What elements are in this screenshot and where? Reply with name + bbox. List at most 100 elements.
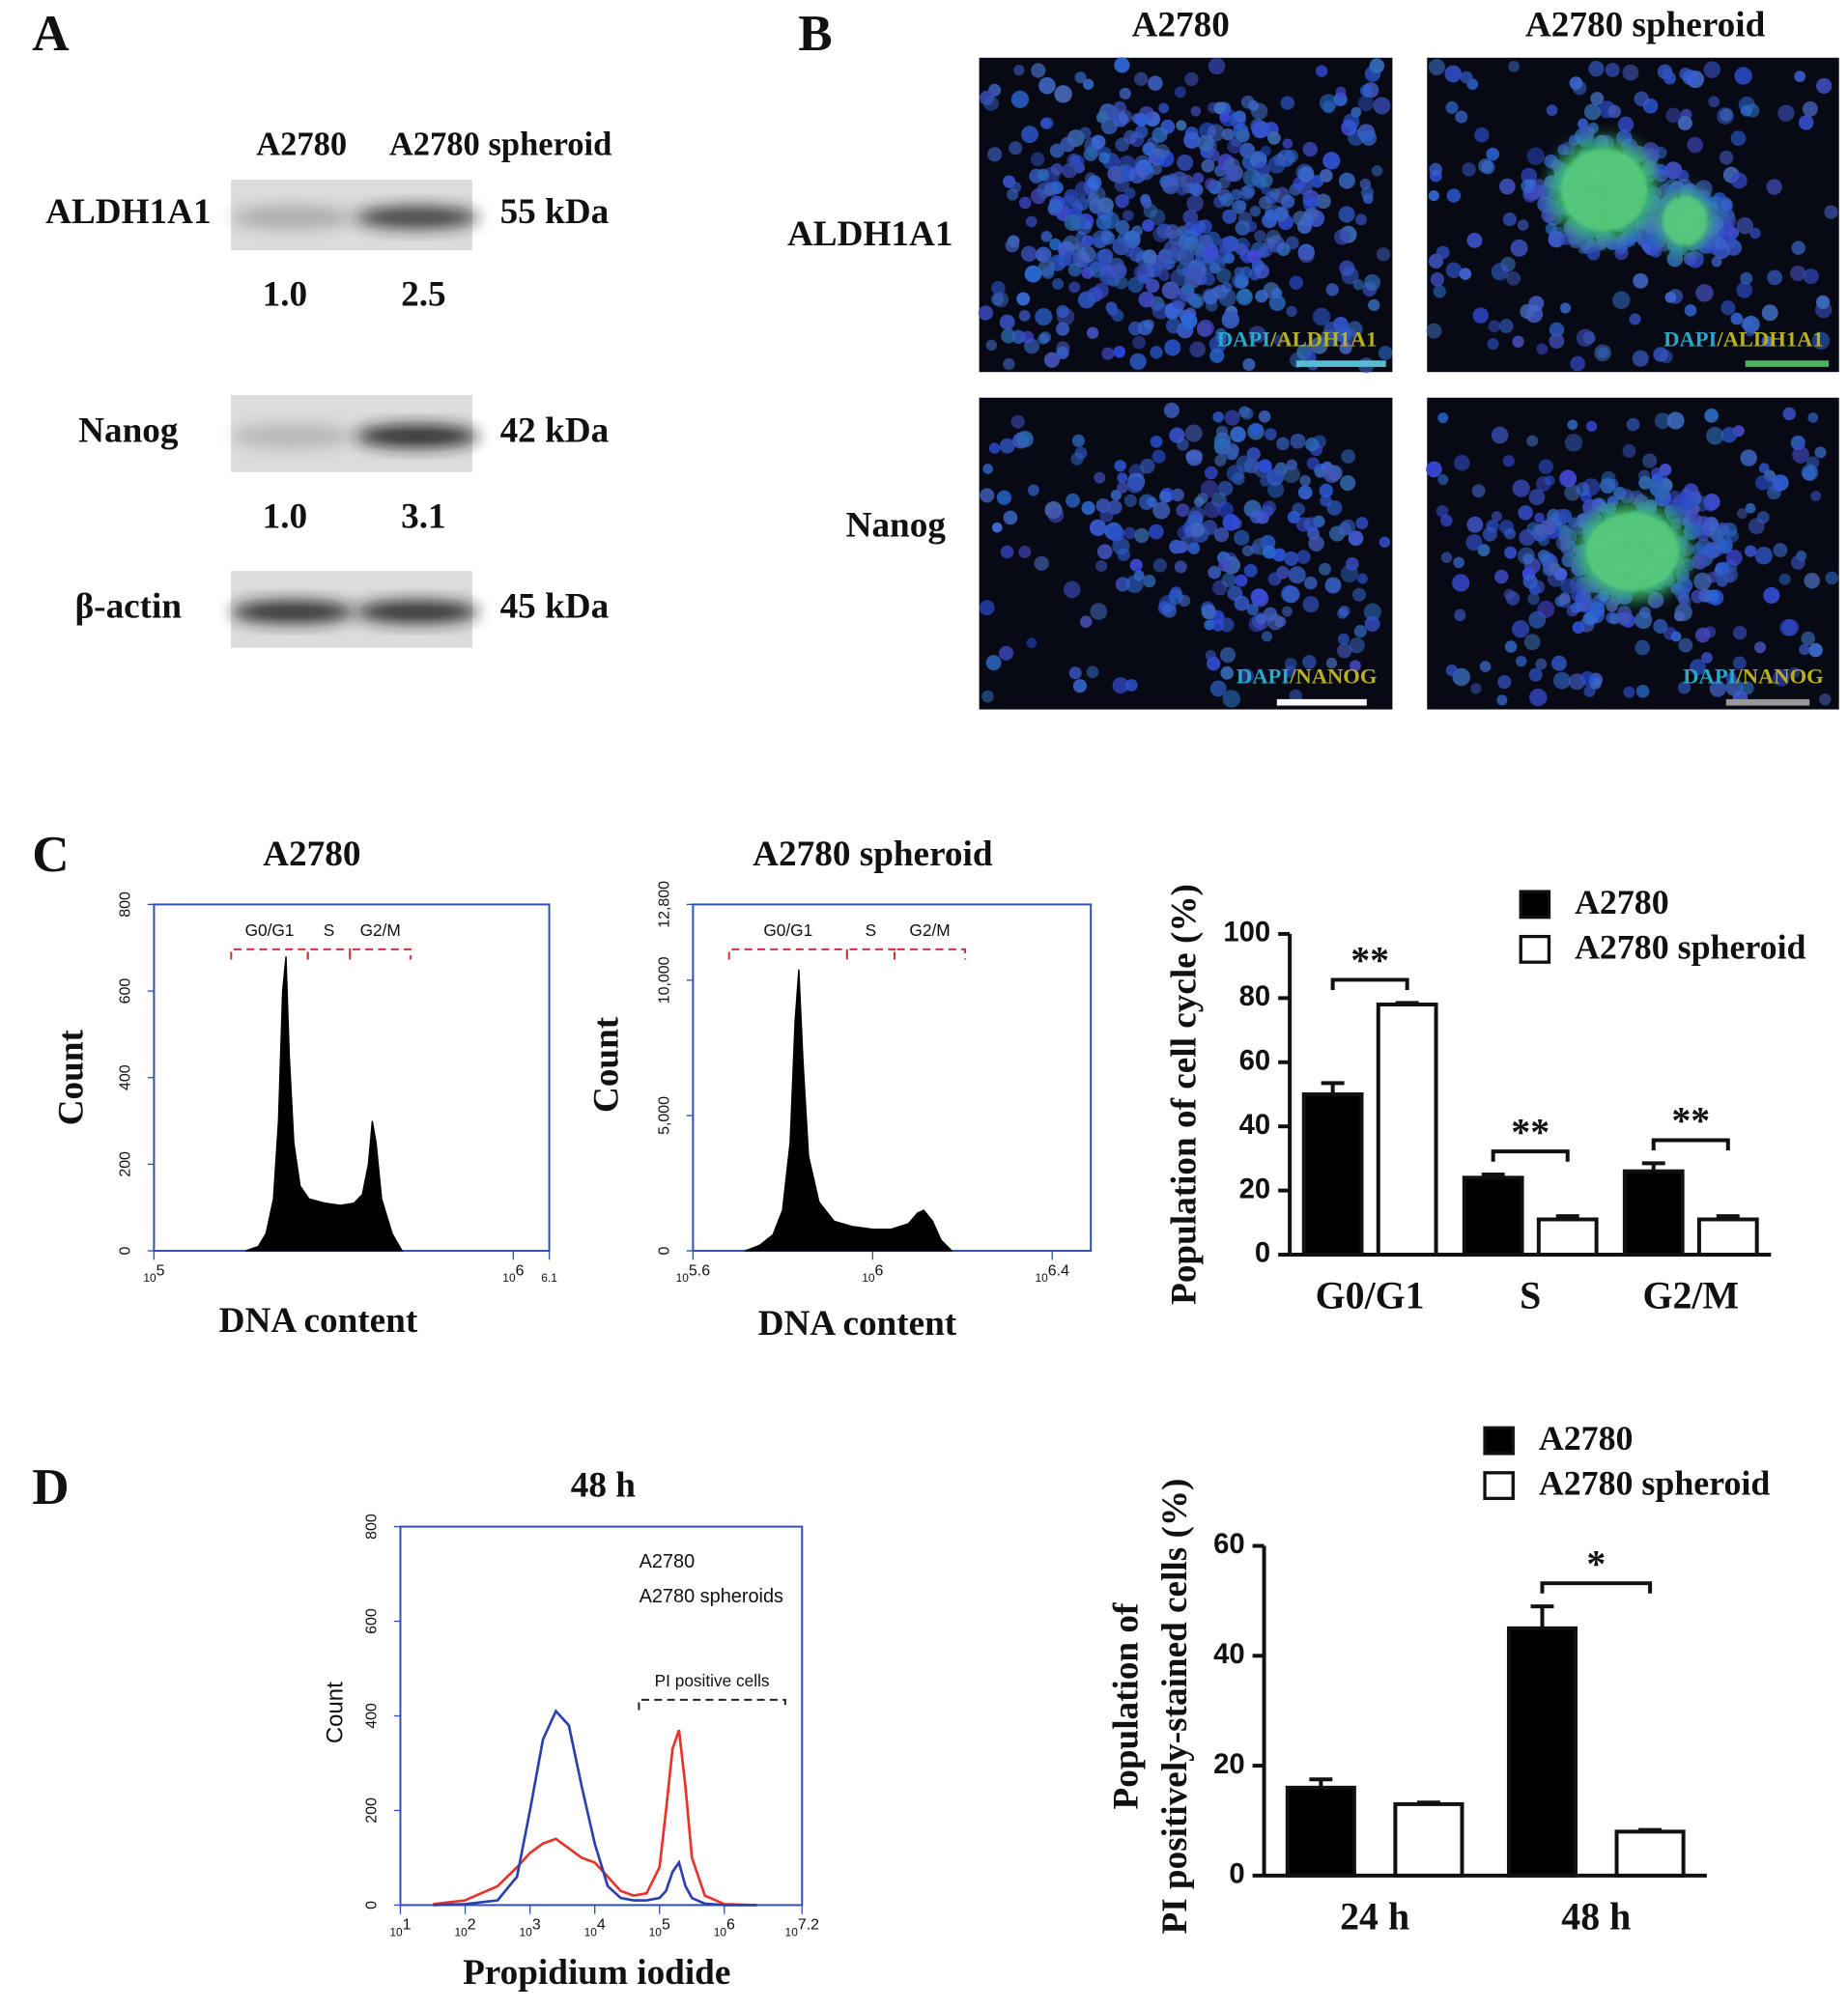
gate-label: S xyxy=(324,920,335,940)
cell xyxy=(1736,281,1753,298)
cell xyxy=(1208,57,1226,75)
cell xyxy=(1267,131,1281,145)
cell xyxy=(1201,604,1216,620)
cell xyxy=(1440,514,1453,527)
cell xyxy=(1174,86,1186,99)
cell xyxy=(1234,595,1250,611)
cell xyxy=(1178,594,1191,608)
cell xyxy=(1068,666,1082,680)
cell xyxy=(1493,569,1509,584)
cell xyxy=(1529,688,1548,707)
cell xyxy=(1521,179,1535,193)
cell xyxy=(1736,216,1753,235)
cell xyxy=(1491,263,1509,281)
cell xyxy=(1437,474,1449,486)
cell xyxy=(1222,514,1240,531)
cell xyxy=(1114,275,1128,290)
cell xyxy=(1322,152,1341,170)
cell xyxy=(1177,439,1189,451)
cell xyxy=(1212,410,1224,423)
cell xyxy=(1165,318,1182,334)
cell xyxy=(1815,295,1831,309)
cell xyxy=(1819,693,1832,706)
cell xyxy=(1209,680,1227,697)
cell xyxy=(1536,343,1549,355)
cell xyxy=(1143,575,1156,588)
cell xyxy=(1350,660,1361,672)
cell xyxy=(1192,172,1205,184)
cell xyxy=(1337,608,1349,619)
cell xyxy=(1299,474,1311,487)
y-tick-label: 400 xyxy=(117,1064,133,1090)
cell xyxy=(1325,283,1339,297)
cell xyxy=(999,314,1015,330)
histogram-area xyxy=(745,969,953,1252)
cell xyxy=(1163,240,1181,259)
cell xyxy=(1152,501,1171,520)
significance-label: ** xyxy=(1350,939,1389,982)
cell xyxy=(1282,138,1294,149)
cell xyxy=(1097,248,1114,265)
cell xyxy=(1478,158,1493,174)
cell xyxy=(1732,625,1748,640)
cell xyxy=(1003,510,1018,525)
cell xyxy=(1174,560,1187,574)
scale-bar xyxy=(1295,360,1386,367)
y-axis-label: Population of cell cycle (%) xyxy=(1164,884,1204,1305)
bar xyxy=(1376,1003,1438,1257)
cell xyxy=(1222,209,1237,224)
cell xyxy=(1717,561,1731,576)
cell xyxy=(999,438,1015,454)
micrograph: DAPI/NANOG xyxy=(1426,397,1839,710)
cell xyxy=(1185,449,1203,467)
cell xyxy=(1761,304,1778,322)
cell xyxy=(1569,576,1585,592)
cell xyxy=(1242,168,1261,187)
cell xyxy=(1114,460,1126,472)
cell xyxy=(1184,424,1203,442)
y-tick-label: 10,000 xyxy=(656,956,672,1004)
plot-frame xyxy=(153,903,551,1253)
cell xyxy=(1498,178,1516,195)
cell xyxy=(980,488,995,503)
cell xyxy=(1790,265,1806,282)
cell xyxy=(1745,545,1757,557)
cell xyxy=(1571,587,1585,603)
protein-label: ALDH1A1 xyxy=(45,192,212,232)
cell xyxy=(1035,308,1053,326)
molecular-weight: 45 kDa xyxy=(500,586,610,626)
gate-bracket xyxy=(727,948,848,960)
cell xyxy=(1326,499,1343,516)
y-tick-label: 0 xyxy=(1229,1859,1244,1890)
cell xyxy=(1356,573,1368,584)
cell xyxy=(1649,480,1666,497)
cell xyxy=(1238,406,1251,418)
cell xyxy=(1209,348,1225,363)
significance-bracket xyxy=(1540,1581,1653,1594)
cell xyxy=(1152,558,1167,573)
cell xyxy=(1107,499,1123,515)
cell xyxy=(979,600,995,616)
cell xyxy=(1353,625,1367,638)
cell xyxy=(1607,104,1622,119)
cell xyxy=(1064,214,1081,232)
cell xyxy=(1143,252,1156,267)
legend-swatch xyxy=(1483,1471,1515,1501)
cell xyxy=(1222,690,1241,708)
cell xyxy=(1504,640,1518,653)
cell xyxy=(1544,154,1558,169)
cell xyxy=(1692,543,1705,556)
cell xyxy=(1426,461,1442,478)
cell xyxy=(1258,410,1271,423)
cell xyxy=(1462,162,1476,177)
cell xyxy=(1351,587,1367,602)
cell xyxy=(1143,204,1158,218)
cell xyxy=(1552,671,1571,690)
cell xyxy=(1528,667,1543,682)
column-label: A2780 xyxy=(1132,6,1230,45)
cell xyxy=(1268,295,1286,312)
cell xyxy=(991,522,1003,533)
cell xyxy=(1666,250,1684,268)
cell xyxy=(1086,665,1099,679)
